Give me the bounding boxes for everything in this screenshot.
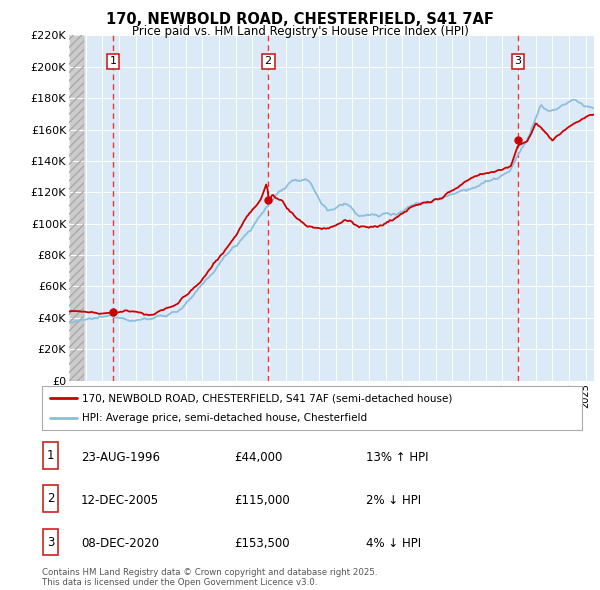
Text: 13% ↑ HPI: 13% ↑ HPI [366, 451, 428, 464]
Text: 3: 3 [47, 536, 54, 549]
Text: 170, NEWBOLD ROAD, CHESTERFIELD, S41 7AF (semi-detached house): 170, NEWBOLD ROAD, CHESTERFIELD, S41 7AF… [83, 393, 453, 403]
FancyBboxPatch shape [42, 386, 582, 430]
Text: £153,500: £153,500 [234, 537, 290, 550]
Text: 2: 2 [47, 492, 54, 505]
Text: £44,000: £44,000 [234, 451, 283, 464]
Text: Price paid vs. HM Land Registry's House Price Index (HPI): Price paid vs. HM Land Registry's House … [131, 25, 469, 38]
Text: Contains HM Land Registry data © Crown copyright and database right 2025.
This d: Contains HM Land Registry data © Crown c… [42, 568, 377, 587]
FancyBboxPatch shape [43, 529, 58, 556]
Text: HPI: Average price, semi-detached house, Chesterfield: HPI: Average price, semi-detached house,… [83, 413, 368, 423]
Text: 170, NEWBOLD ROAD, CHESTERFIELD, S41 7AF: 170, NEWBOLD ROAD, CHESTERFIELD, S41 7AF [106, 12, 494, 27]
Bar [69, 35, 85, 381]
FancyBboxPatch shape [43, 485, 58, 512]
Text: 1: 1 [110, 56, 116, 66]
FancyBboxPatch shape [43, 442, 58, 468]
Text: 1: 1 [47, 449, 54, 462]
Text: 12-DEC-2005: 12-DEC-2005 [81, 494, 159, 507]
Bar [69, 35, 85, 381]
Text: £115,000: £115,000 [234, 494, 290, 507]
Text: 2% ↓ HPI: 2% ↓ HPI [366, 494, 421, 507]
Text: 3: 3 [514, 56, 521, 66]
Text: 08-DEC-2020: 08-DEC-2020 [81, 537, 159, 550]
Text: 23-AUG-1996: 23-AUG-1996 [81, 451, 160, 464]
Text: 4% ↓ HPI: 4% ↓ HPI [366, 537, 421, 550]
Text: 2: 2 [265, 56, 272, 66]
